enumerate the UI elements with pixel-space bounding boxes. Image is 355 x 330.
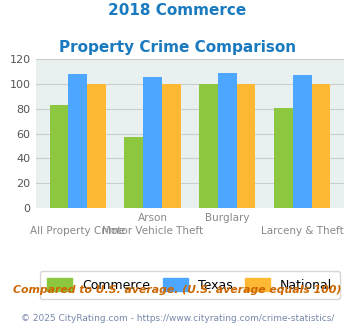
Bar [237,84,256,208]
Bar [293,76,312,208]
Bar [50,105,68,208]
Text: Burglary: Burglary [205,213,250,223]
Bar [143,77,162,208]
Bar [274,108,293,208]
Text: Compared to U.S. average. (U.S. average equals 100): Compared to U.S. average. (U.S. average … [13,285,342,295]
Bar [312,84,330,208]
Text: Larceny & Theft: Larceny & Theft [261,226,344,236]
Bar [124,137,143,208]
Text: 2018 Commerce: 2018 Commerce [108,3,247,18]
Text: Property Crime Comparison: Property Crime Comparison [59,40,296,54]
Text: Motor Vehicle Theft: Motor Vehicle Theft [102,226,203,236]
Bar [218,73,237,208]
Bar [199,84,218,208]
Legend: Commerce, Texas, National: Commerce, Texas, National [40,271,340,299]
Bar [68,74,87,208]
Text: © 2025 CityRating.com - https://www.cityrating.com/crime-statistics/: © 2025 CityRating.com - https://www.city… [21,314,334,323]
Bar [162,84,181,208]
Bar [87,84,106,208]
Text: Arson: Arson [137,213,168,223]
Text: All Property Crime: All Property Crime [30,226,125,236]
